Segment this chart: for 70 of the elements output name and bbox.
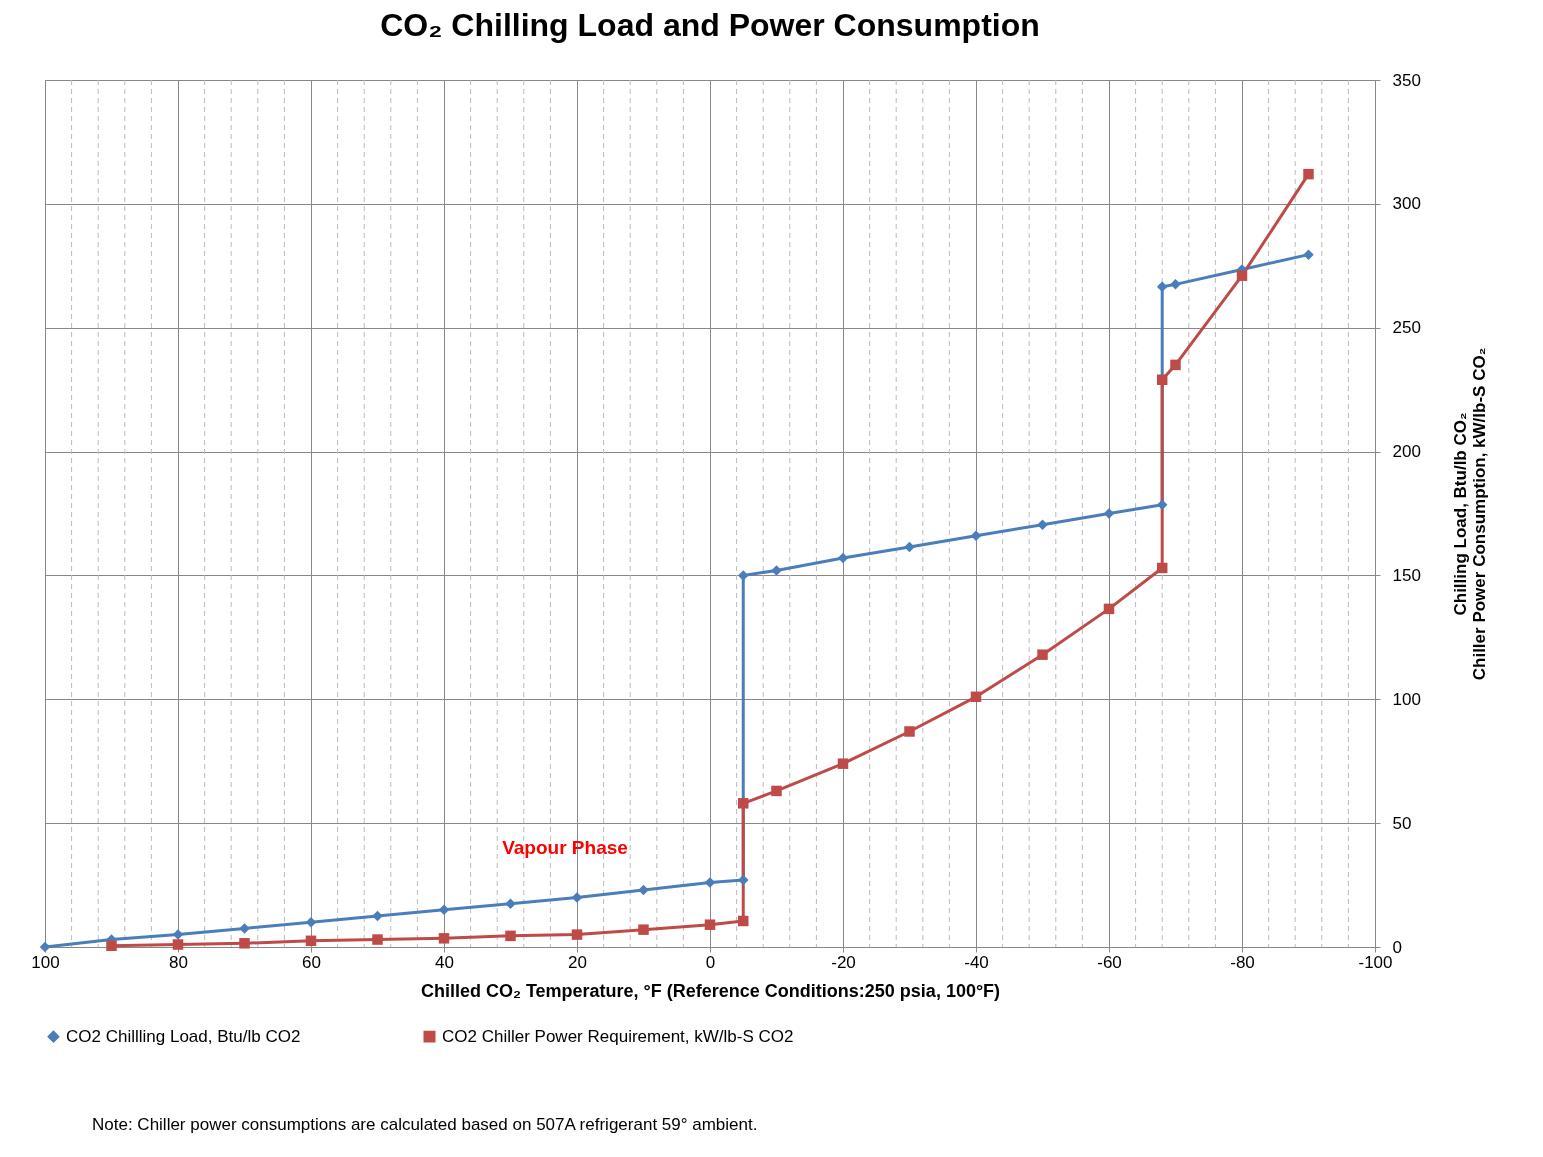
- point: [505, 898, 516, 909]
- point: [738, 570, 749, 581]
- point: [1037, 519, 1048, 530]
- point: [1103, 603, 1115, 615]
- x-tick-label: 0: [705, 952, 716, 972]
- x-tick-label: -100: [1358, 952, 1393, 972]
- legend-label: CO2 Chillling Load, Btu/lb CO2: [66, 1026, 301, 1046]
- x-tick-label: 60: [302, 952, 321, 972]
- point: [704, 919, 716, 930]
- point: [372, 934, 383, 945]
- point: [638, 884, 649, 896]
- x-tick-label: 80: [169, 952, 188, 972]
- point: [438, 933, 450, 944]
- x-tick-label: 40: [435, 952, 454, 972]
- y-axis-title: Chilling Load, Btu/lb CO₂ Chiller Power Consumption, kW/lb-S CO₂: [1450, 347, 1489, 681]
- x-tick-label: -60: [1097, 952, 1122, 972]
- point: [970, 691, 982, 703]
- point: [638, 924, 649, 935]
- point: [1156, 374, 1168, 385]
- text: Note: Chiller power consumptions are calculated based on 507A refrigerant 59° ambient.: [92, 1115, 758, 1135]
- x-tick-label: -40: [964, 952, 989, 972]
- legend-label: CO2 Chiller Power Requirement, kW/lb-S CO2: [442, 1026, 794, 1046]
- x-tick-label: -80: [1230, 952, 1255, 972]
- point: [738, 915, 749, 927]
- point: [305, 916, 317, 928]
- point: [239, 938, 250, 949]
- point: [571, 892, 583, 903]
- point: [970, 530, 982, 542]
- point: [771, 785, 782, 797]
- point: [1170, 279, 1181, 290]
- y-tick-label: 250: [1392, 318, 1421, 338]
- point: [837, 552, 849, 564]
- point: [1037, 649, 1048, 660]
- point: [738, 874, 749, 886]
- point: [438, 904, 450, 916]
- point: [39, 941, 51, 953]
- x-axis-title: Chilled CO₂ Temperature, °F (Reference Conditions:250 psia, 100°F): [420, 980, 1001, 1001]
- y-tick-label: 0: [1392, 937, 1402, 957]
- point: [837, 758, 849, 769]
- point: [172, 929, 184, 940]
- point: [771, 565, 782, 576]
- y-tick-label: 200: [1392, 442, 1421, 462]
- point: [1170, 359, 1181, 371]
- x-tick-label: 20: [568, 952, 587, 972]
- point: [738, 798, 749, 809]
- point: [1103, 508, 1115, 519]
- y-tick-label: 100: [1392, 689, 1421, 709]
- point: [571, 929, 583, 940]
- point: [1236, 270, 1248, 281]
- point: [239, 923, 250, 934]
- point: [1303, 249, 1314, 260]
- point: [505, 930, 516, 942]
- x-tick-label: -20: [831, 952, 856, 972]
- point: [372, 910, 383, 922]
- point: [1156, 562, 1168, 574]
- point: [305, 935, 317, 947]
- point: [704, 877, 716, 888]
- y-tick-label: 150: [1392, 565, 1421, 585]
- x-tick-label: 100: [31, 952, 60, 972]
- y-tick-label: 350: [1392, 70, 1421, 90]
- point: [1156, 499, 1168, 511]
- chart-title: CO₂ Chilling Load and Power Consumption: [380, 7, 1040, 43]
- point: [106, 940, 117, 952]
- point: [904, 726, 915, 737]
- point: [1303, 168, 1314, 180]
- point: [904, 541, 915, 553]
- y-tick-label: 300: [1392, 194, 1421, 214]
- point: [172, 939, 184, 950]
- y-tick-label: 50: [1392, 813, 1412, 833]
- annotation: Vapour Phase: [502, 837, 628, 858]
